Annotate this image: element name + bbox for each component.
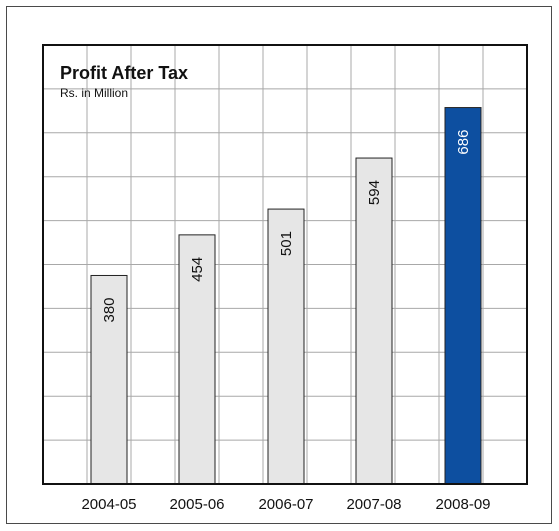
bar-value-label: 501 bbox=[278, 231, 295, 256]
bar-2004-05 bbox=[90, 274, 128, 485]
chart-title: Profit After Tax bbox=[60, 63, 188, 83]
bar-value-label: 380 bbox=[101, 297, 118, 322]
x-tick-label: 2004-05 bbox=[81, 496, 136, 513]
chart-subtitle: Rs. in Million bbox=[60, 86, 128, 100]
bar-value-label: 454 bbox=[189, 257, 206, 282]
bar-2007-08 bbox=[355, 157, 393, 485]
x-tick-label: 2007-08 bbox=[346, 496, 401, 513]
bar-2005-06 bbox=[178, 234, 216, 485]
plot-border bbox=[42, 44, 528, 485]
x-tick-label: 2006-07 bbox=[258, 496, 313, 513]
x-tick-label: 2008-09 bbox=[435, 496, 490, 513]
bars-group: 380 454 501 594 686 bbox=[90, 107, 482, 485]
bar-value-label: 594 bbox=[366, 180, 383, 205]
bar-2008-09 bbox=[444, 107, 482, 485]
x-tick-label: 2005-06 bbox=[169, 496, 224, 513]
x-tick-labels: 2004-05 2005-06 2006-07 2007-08 2008-09 bbox=[81, 496, 490, 513]
bar-2006-07 bbox=[267, 208, 305, 485]
bar-value-label: 686 bbox=[455, 130, 472, 155]
